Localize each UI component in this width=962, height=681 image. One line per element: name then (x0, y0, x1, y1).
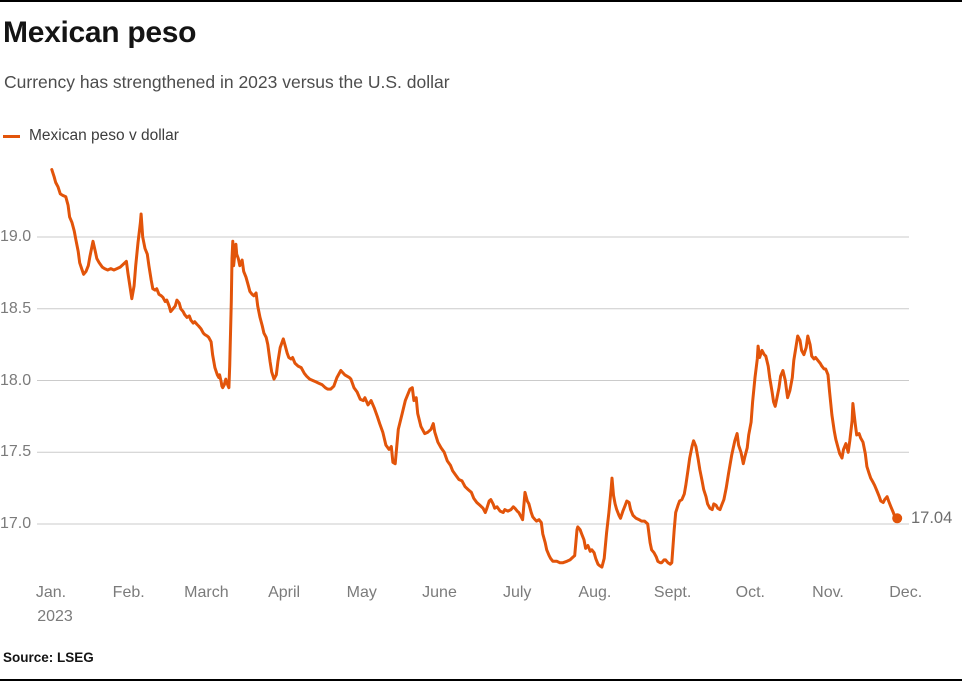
legend-line-swatch (3, 134, 20, 138)
x-axis-tick-june: June (422, 584, 457, 601)
x-axis-tick-july: July (502, 584, 532, 601)
chart-title: Mexican peso (3, 16, 197, 49)
x-axis-tick-nov: Nov. (812, 584, 844, 601)
x-axis-tick-april: April (268, 584, 301, 601)
y-axis-tick-17.0: 17.0 (0, 515, 32, 532)
y-axis-tick-17.5: 17.5 (0, 443, 32, 461)
x-axis-tick-aug: Aug. (578, 584, 612, 601)
legend: Mexican peso v dollar (3, 127, 179, 145)
bottom-rule (0, 679, 962, 681)
x-axis-tick-oct: Oct. (735, 584, 765, 601)
legend-label: Mexican peso v dollar (29, 127, 179, 144)
chart-subtitle: Currency has strengthened in 2023 versus… (4, 72, 450, 92)
y-axis-tick-18.0: 18.0 (0, 371, 32, 389)
x-axis-tick-march: March (184, 584, 229, 601)
x-axis-tick-may: May (346, 584, 377, 601)
last-value-label: 17.04 (911, 509, 953, 528)
x-axis-tick-jan: Jan. (35, 584, 67, 601)
source-note: Source: LSEG (3, 650, 94, 665)
y-axis-tick-18.5: 18.5 (0, 299, 32, 317)
last-point-marker (892, 513, 903, 524)
x-axis-tick-dec: Dec. (889, 584, 923, 601)
x-axis-tick-year: 2023 (37, 608, 73, 625)
top-rule (0, 0, 962, 2)
x-axis-tick-sept: Sept. (653, 584, 692, 601)
y-axis-tick-19.0: 19.0 (0, 228, 32, 245)
peso-line-series (50, 168, 899, 569)
x-axis-tick-feb: Feb. (112, 584, 145, 601)
